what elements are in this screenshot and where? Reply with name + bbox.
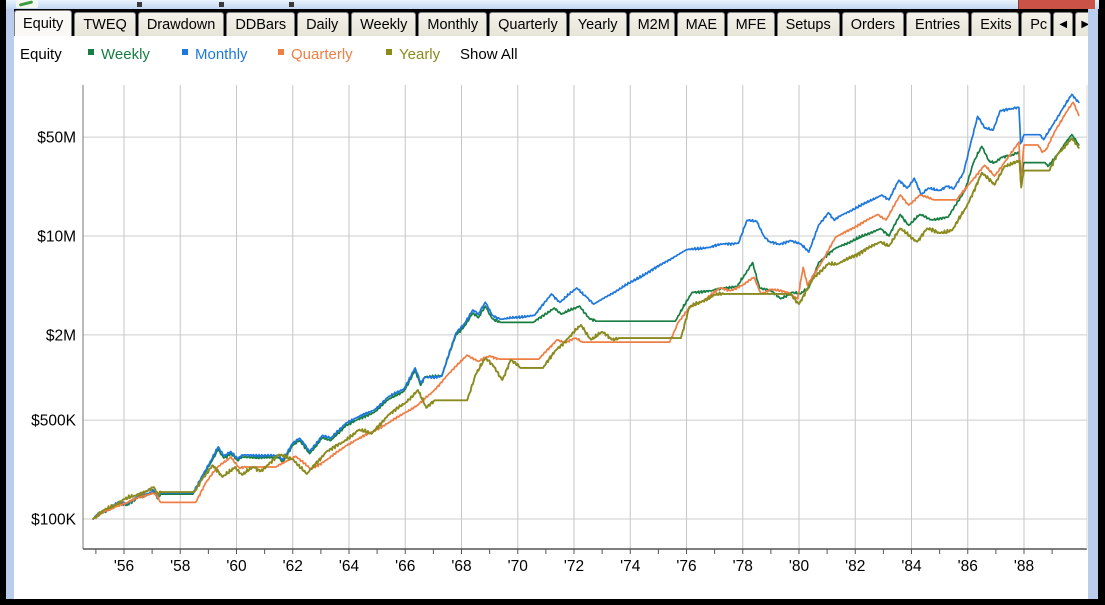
tab-weekly[interactable]: Weekly xyxy=(351,12,417,36)
x-tick-label: '82 xyxy=(845,558,865,575)
x-tick-label: '56 xyxy=(114,558,134,575)
show-all-button[interactable]: Show All xyxy=(460,46,518,63)
legend-marker-icon xyxy=(278,49,284,55)
tab-m2m[interactable]: M2M xyxy=(628,12,675,36)
tab-setups[interactable]: Setups xyxy=(776,12,840,36)
x-tick-label: '70 xyxy=(508,558,529,575)
scroll-left-icon[interactable]: ◀ xyxy=(1053,12,1074,36)
titlebar-text-fragment xyxy=(219,2,224,7)
tab-equity[interactable]: Equity xyxy=(14,10,73,36)
tab-quarterly[interactable]: Quarterly xyxy=(489,12,567,36)
series-line-yearly xyxy=(92,137,1080,520)
x-tick-label: '88 xyxy=(1014,558,1034,575)
legend-label: Weekly xyxy=(101,46,150,63)
tab-pc[interactable]: Pc xyxy=(1021,12,1052,36)
y-tick-label: $2M xyxy=(46,327,76,344)
tab-tweq[interactable]: TWEQ xyxy=(74,12,136,36)
series-line-quarterly xyxy=(92,101,1080,520)
legend-marker-icon xyxy=(182,49,188,55)
tab-daily[interactable]: Daily xyxy=(297,12,350,36)
legend-item-monthly[interactable]: Monthly xyxy=(182,46,248,63)
x-tick-label: '80 xyxy=(789,558,810,575)
x-tick-label: '66 xyxy=(395,558,415,575)
tab-entries[interactable]: Entries xyxy=(906,12,970,36)
legend-label: Monthly xyxy=(195,46,248,63)
x-tick-label: '60 xyxy=(226,558,247,575)
series-line-weekly xyxy=(92,133,1080,520)
y-tick-label: $500K xyxy=(31,413,76,430)
tab-yearly[interactable]: Yearly xyxy=(568,12,627,36)
legend-marker-icon xyxy=(386,49,392,55)
x-tick-label: '58 xyxy=(170,558,190,575)
window-border-right xyxy=(1088,9,1098,599)
legend-marker-icon xyxy=(88,49,94,55)
x-tick-label: '86 xyxy=(958,558,978,575)
legend-item-weekly[interactable]: Weekly xyxy=(88,46,150,63)
legend-label: Quarterly xyxy=(291,46,353,63)
close-icon[interactable] xyxy=(1018,0,1095,9)
x-tick-label: '64 xyxy=(339,558,360,575)
legend-item-quarterly[interactable]: Quarterly xyxy=(278,46,353,63)
titlebar-text-fragment xyxy=(289,2,294,7)
x-tick-label: '84 xyxy=(901,558,922,575)
chart-legend: Equity Show All Weekly Monthly Quarterly Ye… xyxy=(14,44,1088,66)
tab-exits[interactable]: Exits xyxy=(971,12,1020,36)
x-tick-label: '62 xyxy=(283,558,303,575)
tab-mae[interactable]: MAE xyxy=(676,12,725,36)
tab-drawdown[interactable]: Drawdown xyxy=(137,12,225,36)
tab-bar: Equity TWEQ Drawdown DDBars Daily Weekly Month… xyxy=(14,9,1096,36)
window-border-left xyxy=(6,9,14,599)
x-tick-label: '78 xyxy=(733,558,753,575)
x-tick-label: '76 xyxy=(676,558,696,575)
title-bar xyxy=(6,0,1099,9)
tab-ddbars[interactable]: DDBars xyxy=(226,12,296,36)
x-tick-label: '74 xyxy=(620,558,641,575)
app-icon xyxy=(16,0,38,8)
tab-mfe[interactable]: MFE xyxy=(726,12,775,36)
x-tick-label: '72 xyxy=(564,558,584,575)
y-tick-label: $100K xyxy=(31,512,76,529)
y-tick-label: $50M xyxy=(37,130,76,147)
legend-title: Equity xyxy=(20,46,62,63)
series-line-monthly xyxy=(92,93,1080,520)
tab-orders[interactable]: Orders xyxy=(841,12,905,36)
legend-label: Yearly xyxy=(399,46,441,63)
equity-chart: '56 '58 '60 '62 '64 '66 '68 '70 '72 '74 '76 '78 '80 '… xyxy=(31,85,1088,575)
tab-monthly[interactable]: Monthly xyxy=(418,12,488,36)
legend-item-yearly[interactable]: Yearly xyxy=(386,46,440,63)
x-tick-label: '68 xyxy=(451,558,471,575)
y-tick-label: $10M xyxy=(37,229,76,246)
equity-pane: Equity Show All Weekly Monthly Quarterly Ye… xyxy=(14,36,1088,599)
titlebar-text-fragment xyxy=(137,2,142,7)
